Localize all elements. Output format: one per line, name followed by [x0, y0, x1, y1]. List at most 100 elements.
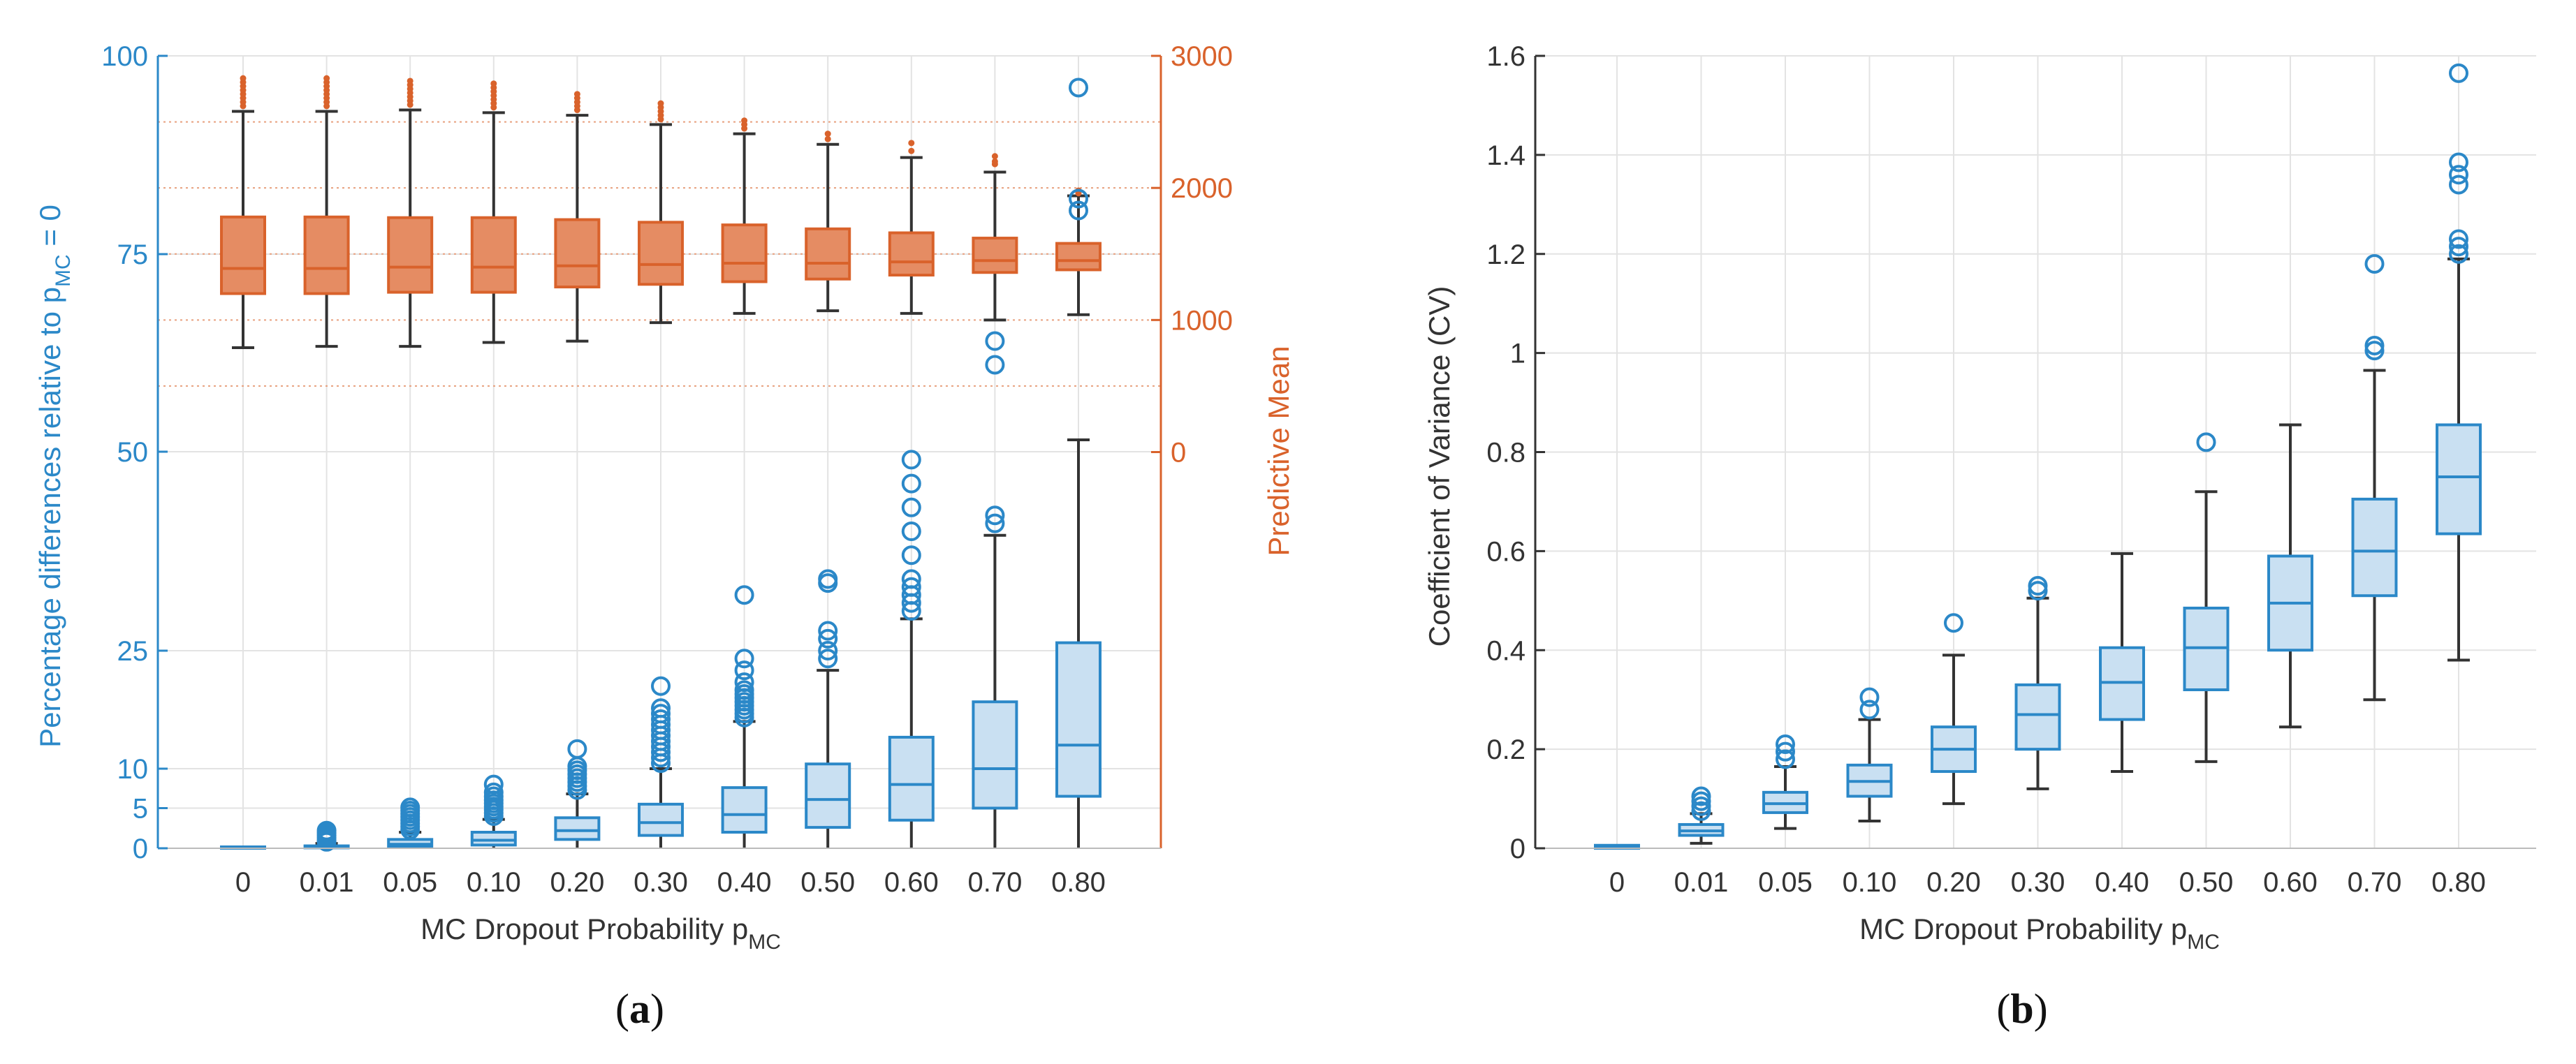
- panel-a-pct-outlier-3: [818, 621, 838, 641]
- panel-b-y-axis-label: Coefficient of Variance (CV): [1423, 286, 1456, 647]
- panel-a-mean-box: [721, 223, 768, 283]
- panel-a-mean-box: [888, 231, 935, 277]
- panel-a-left-tick-label-6: 100: [101, 41, 148, 72]
- panel-b-chart: 0 0.2 0.4 0.6 0.8 1 1.2 1.4 1.6 0 0.01 0.05 0.10 0.20…: [1423, 41, 2536, 1032]
- panel-b-box-group-2: [1762, 734, 1808, 830]
- panel-a-mean-outlier-1: [991, 158, 998, 165]
- panel-a-x-tick-label-9: 0.70: [967, 867, 1022, 898]
- panel-b-outlier-2: [2364, 253, 2385, 274]
- panel-a-pct-outlier-10: [651, 698, 671, 718]
- panel-a-pct-outlier-5: [316, 820, 337, 841]
- panel-a-x-tick-label-7: 0.50: [800, 867, 855, 898]
- panel-a-pct-outlier-10: [734, 649, 754, 669]
- panel-a-mean-box: [805, 227, 851, 281]
- panel-b-outlier-2: [1776, 734, 1795, 755]
- panel-b-outlier-0: [1859, 700, 1880, 720]
- panel-a-pct-box: [721, 786, 768, 834]
- panel-b-outlier-0: [2196, 432, 2216, 452]
- panel-b-boxes: [1594, 63, 2482, 850]
- panel-a-left-y-axis-label: Percentage differences relative to pMC =…: [34, 205, 75, 748]
- panel-b-x-tick-label-2: 0.05: [1758, 867, 1813, 898]
- panel-a-pct-outlier-0: [818, 649, 838, 669]
- panel-b-outlier-0: [1776, 749, 1795, 769]
- panel-a-pct-outlier-7: [567, 739, 587, 759]
- panel-a-pct-outlier-6: [901, 522, 921, 541]
- panel-a-pct-outlier-0: [1069, 200, 1088, 221]
- panel-b-box-group-9: [2351, 253, 2398, 702]
- panel-b-y-tick-label-6: 1.2: [1486, 239, 1525, 270]
- panel-a-pct-box: [888, 735, 935, 822]
- panel-b-outlier-3: [1691, 786, 1711, 806]
- panel-a-pct-outlier-9: [651, 704, 671, 724]
- panel-a-mean-outlier-7: [240, 75, 247, 82]
- panel-a-mean-outlier-4: [657, 100, 664, 107]
- panel-b-x-tick-label-6: 0.40: [2095, 867, 2149, 898]
- panel-a-mean-outlier-0: [908, 147, 915, 154]
- panel-b-box: [2014, 683, 2061, 751]
- panel-a-mean-outlier-4: [573, 91, 580, 98]
- panel-a-mean-outlier-6: [407, 77, 414, 84]
- panel-b-label: (b): [1996, 986, 2047, 1032]
- panel-a-pct-box: [638, 802, 684, 837]
- panel-b-y-tick-label-0: 0: [1510, 834, 1525, 864]
- panel-b-box-group-10: [2436, 63, 2482, 662]
- panel-a-pct-outlier-11: [651, 676, 671, 696]
- panel-a-pct-outlier-7: [901, 497, 921, 517]
- panel-a-pct-box-group-2: [387, 797, 434, 848]
- panel-a-pct-outlier-9: [901, 450, 921, 470]
- panel-a-pct-box-group-8: [888, 450, 935, 848]
- panel-b-x-tick-label-10: 0.80: [2431, 867, 2486, 898]
- panel-a-mean-box: [303, 215, 350, 295]
- panel-a-mean-outlier-2: [741, 117, 748, 124]
- panel-a-pct-outlier-11: [734, 585, 754, 605]
- panel-a-mean-box-group-1: [303, 75, 350, 348]
- panel-a-pct-outlier-7: [483, 782, 504, 802]
- panel-a-mean-outlier-1: [824, 131, 831, 138]
- panel-a-pct-outlier-7: [400, 797, 420, 818]
- panel-a-pct-outlier-8: [734, 672, 754, 693]
- panel-a-left-tick-label-4: 50: [117, 437, 149, 468]
- panel-b-x-tick-label-7: 0.50: [2179, 867, 2234, 898]
- panel-a-left-tick-label-1: 5: [133, 794, 148, 825]
- panel-a-x-tick-label-2: 0.05: [383, 867, 437, 898]
- panel-a-pct-box: [470, 831, 517, 847]
- panel-a-mean-box: [972, 237, 1018, 274]
- panel-b-y-tick-label-8: 1.6: [1486, 41, 1525, 72]
- panel-b-y-tick-label-2: 0.4: [1486, 635, 1525, 666]
- panel-a-pct-outlier-2: [985, 355, 1005, 375]
- panel-a-pct-box-group-9: [972, 331, 1018, 848]
- panel-b-outlier-0: [1944, 613, 1963, 633]
- panel-a-mean-box: [387, 216, 434, 294]
- panel-a-pct-box-group-7: [805, 569, 851, 848]
- panel-a-right-tick-label-3: 3000: [1171, 41, 1233, 72]
- panel-a-pct-outlier-5: [901, 545, 921, 566]
- panel-a-pct-box-group-3: [470, 774, 517, 848]
- panel-b-outlier-5: [2449, 152, 2468, 172]
- panel-a-mean-box: [220, 215, 266, 295]
- panel-a-pct-box-group-6: [721, 585, 768, 848]
- panel-b-x-tick-label-1: 0.01: [1674, 867, 1729, 898]
- panel-a-pct-outlier-8: [483, 774, 504, 795]
- panel-b-x-axis-label: MC Dropout Probability pMC: [1859, 912, 2220, 954]
- panel-a-mean-box: [470, 216, 517, 294]
- panel-a-pct-outlier-8: [651, 709, 671, 730]
- panel-a-pct-outlier-2: [818, 628, 838, 649]
- panel-a-x-tick-label-6: 0.40: [717, 867, 772, 898]
- panel-b-x-tick-label-4: 0.20: [1926, 867, 1981, 898]
- panel-a-x-tick-label-10: 0.80: [1051, 867, 1106, 898]
- panel-a-mean-box-group-6: [721, 117, 768, 315]
- panel-a-left-tick-label-5: 75: [117, 239, 149, 270]
- panel-a-right-y-axis-label: Predictive Mean: [1262, 346, 1295, 556]
- panel-a-mean-box-group-7: [805, 131, 851, 313]
- panel-a-pct-box: [1055, 641, 1102, 798]
- panel-a-mean-box-group-3: [470, 80, 517, 344]
- panel-a-pct-outlier-7: [734, 680, 754, 700]
- panel-a-pct-box-group-5: [638, 676, 684, 848]
- panel-a-pct-outlier-1: [818, 641, 838, 660]
- panel-a-x-tick-label-0: 0: [235, 867, 251, 898]
- panel-a-mean-box-group-5: [638, 100, 684, 325]
- panel-a-mean-box: [1055, 242, 1102, 272]
- panel-b-outlier-3: [2449, 175, 2468, 195]
